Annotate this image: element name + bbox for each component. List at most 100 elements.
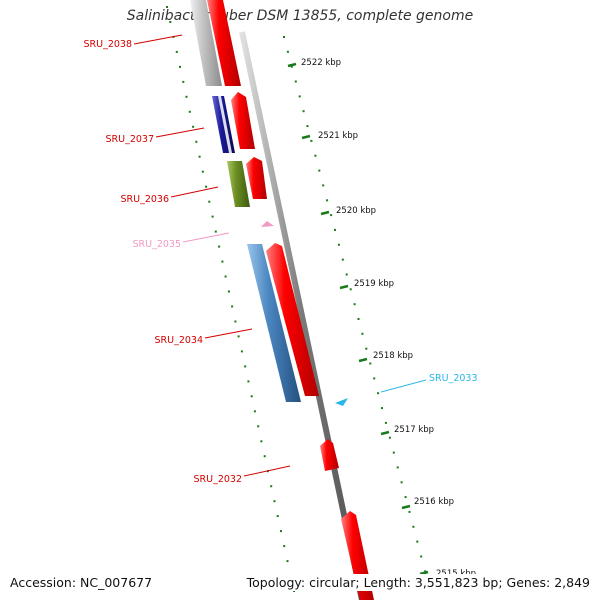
tick-label-2519: 2519 kbp (354, 279, 394, 289)
minor-tick (400, 481, 403, 484)
minor-tick (326, 199, 329, 202)
minor-tick (280, 530, 282, 533)
minor-tick (404, 496, 407, 499)
tick-2517: 2517 kbp (380, 425, 434, 436)
minor-tick (373, 377, 376, 380)
minor-tick (388, 436, 391, 439)
minor-tick (322, 184, 325, 187)
gene-name-sru-2032: SRU_2032 (193, 474, 242, 485)
minor-tick (276, 515, 279, 518)
gene-name-sru-2038: SRU_2038 (83, 39, 132, 50)
tick-label-2520: 2520 kbp (336, 206, 376, 216)
tick-label-2522: 2522 kbp (301, 58, 341, 68)
gene-sru-2038-feature[interactable] (190, 0, 222, 86)
minor-tick (330, 214, 333, 217)
gene-label-sru-2038[interactable]: SRU_2038 (83, 34, 183, 50)
gene-label-sru-2032[interactable]: SRU_2032 (193, 465, 291, 485)
minor-tick (294, 80, 297, 83)
minor-tick (361, 332, 364, 335)
minor-tick (302, 110, 305, 113)
minor-tick (205, 185, 208, 188)
minor-tick (286, 50, 289, 53)
gene-name-sru-2036: SRU_2036 (120, 194, 169, 205)
gene-sru-2037-feature[interactable] (212, 96, 235, 153)
gene-sru-2035-feature[interactable] (261, 221, 274, 227)
minor-tick (349, 288, 352, 291)
minor-tick (182, 80, 185, 83)
minor-tick (420, 555, 423, 558)
gene-name-sru-2034: SRU_2034 (154, 335, 203, 346)
minor-tick (247, 380, 250, 383)
gene-label-sru-2033[interactable]: SRU_2033 (380, 373, 478, 393)
cds-arrows (207, 0, 374, 600)
minor-tick (353, 303, 356, 306)
minor-tick (260, 440, 263, 443)
minor-tick (293, 590, 295, 592)
minor-tick (185, 95, 188, 98)
minor-tick (424, 570, 427, 573)
minor-tick (341, 258, 344, 261)
minor-tick (218, 245, 221, 248)
minor-tick (195, 140, 198, 143)
tick-2521: 2521 kbp (301, 131, 358, 141)
minor-tick (283, 36, 285, 38)
minor-tick (334, 228, 336, 231)
gene-sru-2034-feature[interactable] (247, 244, 301, 402)
tick-2522: 2522 kbp (287, 58, 341, 68)
gene-sru-2033-feature[interactable] (335, 398, 348, 406)
minor-tick (283, 545, 286, 548)
gene-label-sru-2037[interactable]: SRU_2037 (105, 127, 205, 145)
minor-tick (231, 305, 234, 308)
minor-tick (392, 451, 395, 454)
minor-tick (214, 230, 217, 233)
minor-tick (270, 485, 273, 488)
tick-2518: 2518 kbp (358, 351, 413, 363)
gene-label-sru-2035[interactable]: SRU_2035 (132, 232, 230, 250)
minor-tick (306, 125, 309, 128)
genome-backbone (239, 31, 365, 600)
minor-tick (396, 466, 399, 469)
minor-tick (224, 275, 227, 278)
minor-tick (337, 243, 340, 246)
tick-label-2517: 2517 kbp (394, 425, 434, 435)
minor-tick (240, 350, 243, 353)
minor-tick (188, 110, 191, 113)
minor-tick (234, 320, 237, 323)
genome-summary-text: Topology: circular; Length: 3,551,823 bp… (244, 574, 592, 591)
gene-label-sru-2036[interactable]: SRU_2036 (120, 186, 219, 205)
gene-name-sru-2033: SRU_2033 (429, 373, 478, 384)
minor-tick (179, 65, 181, 68)
minor-tick (369, 362, 372, 365)
minor-tick (192, 125, 195, 128)
minor-tick (175, 50, 178, 53)
minor-tick (208, 200, 211, 203)
minor-tick (381, 407, 383, 410)
minor-tick (244, 365, 247, 368)
minor-tick (298, 95, 301, 98)
minor-tick (273, 500, 276, 503)
tick-2516: 2516 kbp (401, 497, 454, 510)
minor-tick (250, 395, 253, 398)
minor-tick (166, 6, 168, 8)
minor-tick (257, 425, 260, 428)
minor-tick (310, 139, 313, 142)
tick-track (166, 6, 431, 592)
tick-label-2516: 2516 kbp (414, 497, 454, 507)
minor-tick (253, 410, 256, 413)
minor-tick (201, 170, 204, 173)
tick-2520: 2520 kbp (320, 206, 376, 216)
minor-tick (412, 525, 415, 528)
gene-sru-2036-feature[interactable] (227, 161, 250, 207)
minor-tick (221, 260, 224, 263)
minor-tick (286, 560, 289, 563)
gene-label-sru-2034[interactable]: SRU_2034 (154, 328, 253, 346)
gene-name-sru-2035: SRU_2035 (132, 239, 181, 250)
minor-tick (377, 392, 380, 395)
accession-text: Accession: NC_007677 (8, 574, 155, 591)
minor-tick (198, 155, 201, 158)
gene-name-sru-2037: SRU_2037 (105, 134, 154, 145)
minor-tick (318, 169, 321, 172)
minor-tick (357, 318, 360, 320)
minor-tick (169, 21, 172, 23)
